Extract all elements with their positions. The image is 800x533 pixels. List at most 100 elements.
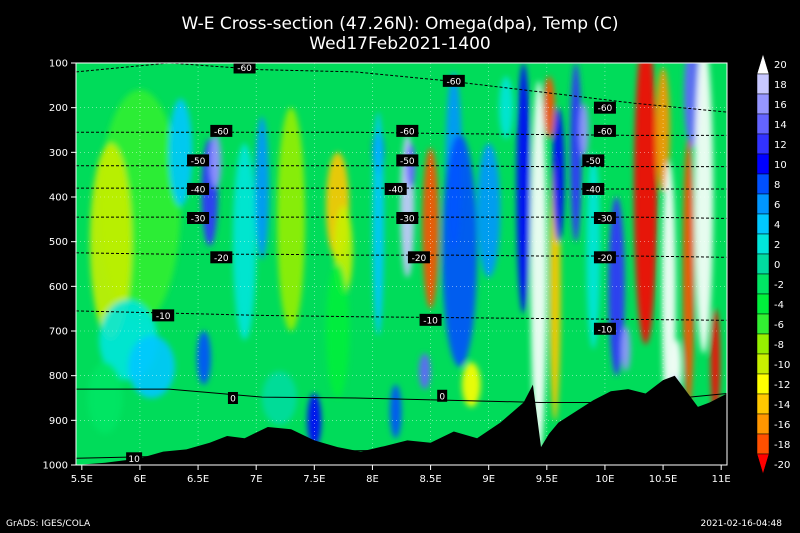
x-tick-label: 7.5E (303, 474, 325, 485)
x-tick-label: 8.5E (419, 474, 441, 485)
y-axis: 100 200 300 400 500 600 700 800 900 1000 (43, 59, 76, 472)
contour-label-bg (582, 154, 605, 167)
contour-label-bg (419, 313, 442, 326)
colorbar-label: -18 (774, 440, 790, 451)
contour-label: 10 (128, 455, 140, 465)
omega-cell-1 (89, 143, 132, 340)
omega-field (87, 63, 721, 457)
y-tick-label: 400 (49, 193, 68, 204)
contour-label: 0 (439, 392, 445, 402)
contour-label: -30 (598, 214, 613, 224)
omega-cell-36 (656, 67, 671, 193)
contour-labels: -60 -60 -60 -60 -60 -60 -50 -50 -50 -40 -40 -40 -30 -… (126, 61, 616, 465)
contour-label: -50 (191, 157, 206, 167)
omega-cell-21 (477, 143, 501, 278)
chart-subtitle: Wed17Feb2021-1400 (309, 34, 491, 54)
omega-cell-14 (372, 112, 385, 336)
colorbar-box (756, 113, 770, 135)
contour-label-bg (210, 124, 233, 137)
y-tick-label: 100 (49, 59, 68, 70)
y-tick-label: 600 (49, 282, 68, 293)
contour-label-bg (396, 154, 419, 167)
colorbar-box (756, 373, 770, 395)
contour-label-bg (126, 452, 143, 465)
contour-label: -60 (598, 104, 613, 114)
colorbar-box (756, 233, 770, 255)
omega-cell-47 (325, 264, 350, 398)
omega-cell-42 (710, 308, 721, 416)
omega-cell-6 (196, 331, 211, 385)
colorbar-box (756, 133, 770, 155)
contour-label-bg (437, 389, 448, 402)
x-tick-label: 9.5E (536, 474, 558, 485)
omega-cell-41 (682, 138, 695, 407)
omega-cell-40 (694, 63, 714, 354)
colorbar-box (756, 333, 770, 355)
colorbar-cap-bottom (756, 453, 770, 475)
colorbar-box (756, 173, 770, 195)
contour-label: -60 (400, 127, 415, 137)
omega-cell-44 (87, 362, 123, 434)
chart-title: W-E Cross-section (47.26N): Omega(dpa), … (181, 14, 619, 34)
omega-cell-27 (543, 76, 555, 139)
colorbar-cap-top (756, 53, 770, 75)
colorbar-label: -20 (774, 460, 790, 471)
contour-label: -60 (214, 127, 229, 137)
omega-cell-26 (530, 80, 547, 457)
contour-label-bg (384, 182, 407, 195)
terrain-profile (76, 375, 727, 465)
contour-label-bg (227, 392, 238, 404)
contour-label: -60 (237, 64, 252, 74)
footer-right: 2021-02-16-04:48 (700, 519, 783, 529)
colorbar-label: 18 (774, 80, 787, 91)
colorbar-label: -4 (774, 300, 784, 311)
colorbar: 20181614121086420-2-4-6-8-10-12-14-16-18… (756, 53, 790, 475)
contour-label: -10 (423, 316, 438, 326)
y-tick-label: 500 (49, 237, 68, 248)
y-tick-label: 200 (49, 103, 68, 114)
colorbar-label: -2 (774, 280, 784, 291)
y-tick-label: 1000 (43, 461, 68, 472)
x-tick-label: 6.5E (187, 474, 209, 485)
x-tick-label: 11E (712, 474, 731, 485)
colorbar-box (756, 273, 770, 295)
omega-cell-20 (442, 134, 478, 367)
contour-label-bg (582, 182, 605, 195)
contour-line (76, 252, 727, 258)
omega-cell-34 (621, 326, 631, 372)
omega-cell-5 (209, 134, 222, 189)
contour-label: -20 (598, 254, 613, 264)
x-tick-label: 8E (366, 474, 379, 485)
omega-cell-35 (634, 63, 658, 345)
plot-frame (75, 62, 728, 466)
colorbar-box (756, 393, 770, 415)
contour-label: -40 (388, 185, 403, 195)
omega-cell-29 (552, 107, 565, 242)
colorbar-label: 0 (774, 260, 780, 271)
colorbar-label: 6 (774, 200, 780, 211)
colorbar-box (756, 353, 770, 375)
y-tick-label: 300 (49, 148, 68, 159)
x-tick-label: 10E (595, 474, 614, 485)
colorbar-box (756, 293, 770, 315)
contour-label-bg (396, 124, 419, 137)
omega-cell-46 (307, 393, 322, 448)
colorbar-label: 2 (774, 240, 780, 251)
colorbar-box (756, 193, 770, 215)
colorbar-box (756, 153, 770, 175)
colorbar-box (756, 73, 770, 95)
colorbar-label: -12 (774, 380, 790, 391)
x-tick-label: 6E (134, 474, 147, 485)
contour-label-bg (187, 211, 210, 224)
colorbar-label: 20 (774, 60, 787, 71)
contour-label-bg (593, 251, 616, 264)
omega-cell-32 (586, 152, 601, 349)
colorbar-label: 8 (774, 180, 780, 191)
contour-label: -10 (156, 312, 171, 322)
contour-label: -30 (191, 214, 206, 224)
colorbar-box (756, 433, 770, 455)
omega-cell-24 (499, 76, 514, 139)
contour-label-bg (593, 124, 616, 137)
y-tick-label: 700 (49, 327, 68, 338)
